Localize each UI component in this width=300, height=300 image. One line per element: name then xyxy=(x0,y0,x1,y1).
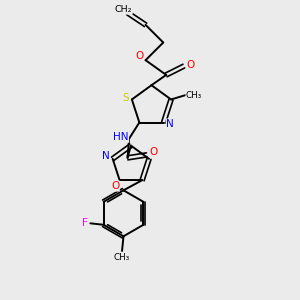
Text: CH₃: CH₃ xyxy=(186,91,202,100)
Text: O: O xyxy=(186,60,194,70)
Text: O: O xyxy=(149,147,157,157)
Text: HN: HN xyxy=(113,132,129,142)
Text: CH₂: CH₂ xyxy=(115,5,132,14)
Text: F: F xyxy=(82,218,87,228)
Text: N: N xyxy=(166,119,174,129)
Text: N: N xyxy=(102,152,110,161)
Text: O: O xyxy=(135,51,143,61)
Text: S: S xyxy=(122,93,129,103)
Text: CH₃: CH₃ xyxy=(114,253,130,262)
Text: O: O xyxy=(111,181,119,191)
